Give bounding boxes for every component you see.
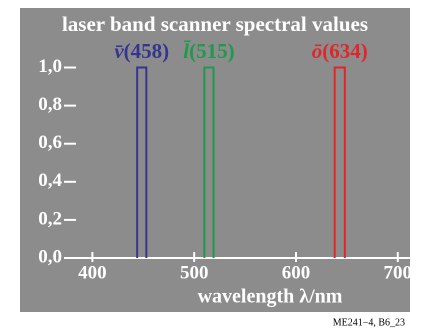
x-tick-label: 500 (180, 262, 209, 283)
x-tick-label: 400 (78, 262, 107, 283)
footer: ME241−4, B6_23 (333, 317, 405, 328)
x-tick-label: 700 (384, 262, 413, 283)
band-label: l̄(515) (183, 39, 234, 63)
band-name: (634) (322, 39, 368, 63)
y-tick-label: 0,8 (38, 94, 62, 115)
band-name: (458) (124, 39, 170, 63)
band-label: ō(634) (312, 39, 368, 63)
band-symbol: l̄ (183, 39, 192, 63)
band (136, 66, 148, 258)
chart-title: laser band scanner spectral values (62, 12, 368, 36)
band-label: v̄(458) (114, 39, 169, 63)
band-symbol: v̄ (114, 39, 124, 63)
band-name: (515) (189, 39, 235, 63)
band (203, 66, 215, 258)
y-tick-label: 0,6 (38, 132, 62, 153)
y-tick-label: 1,0 (38, 56, 62, 77)
x-tick-label: 600 (282, 262, 311, 283)
band (333, 66, 346, 258)
y-tick-label: 0,2 (38, 208, 62, 229)
x-axis-label: wavelength λ/nm (198, 286, 343, 308)
y-tick-label: 0,4 (38, 170, 62, 191)
y-tick-label: 0,0 (38, 246, 62, 267)
band-symbol: ō (312, 39, 323, 63)
